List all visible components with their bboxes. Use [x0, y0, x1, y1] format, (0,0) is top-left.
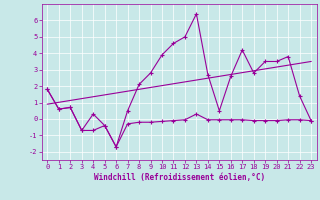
X-axis label: Windchill (Refroidissement éolien,°C): Windchill (Refroidissement éolien,°C)	[94, 173, 265, 182]
